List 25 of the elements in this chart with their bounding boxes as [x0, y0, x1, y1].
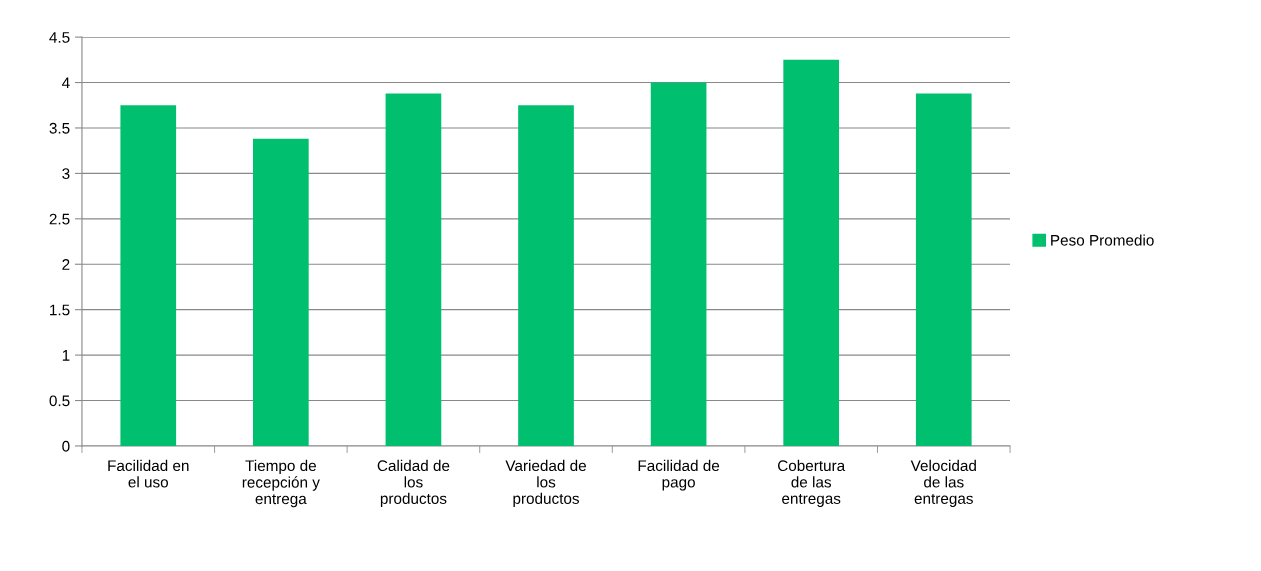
- y-tick-label: 3.5: [49, 122, 70, 134]
- x-tick-label: Calidad de los productos: [377, 459, 450, 507]
- x-tick-label: Tiempo de recepción y entrega: [242, 459, 320, 508]
- y-tick-label: 4: [62, 77, 70, 89]
- bar: [915, 93, 972, 446]
- bar: [253, 138, 309, 446]
- y-tick-label: 0: [62, 440, 70, 452]
- bar: [385, 93, 442, 446]
- bar: [783, 59, 840, 446]
- y-tick-label: 0.5: [49, 395, 70, 407]
- x-tick-label: Facilidad de pago: [638, 459, 720, 491]
- bar: [518, 105, 574, 446]
- y-tick-label: 1: [62, 350, 70, 361]
- bar: [120, 105, 177, 446]
- y-tick-label: 3: [62, 168, 70, 180]
- x-tick-label: Velocidad de las entregas: [910, 459, 976, 507]
- y-tick-label: 2.5: [49, 213, 70, 225]
- y-tick-label: 2: [62, 259, 70, 270]
- y-tick-label: 4.5: [49, 32, 70, 43]
- x-tick-label: Variedad de los productos: [505, 459, 586, 507]
- legend-label: Peso Promedio: [1051, 234, 1154, 246]
- bar: [650, 82, 707, 446]
- x-tick-label: Cobertura de las entregas: [777, 459, 846, 507]
- x-tick-label: Facilidad en el uso: [108, 459, 189, 488]
- y-tick-label: 1.5: [50, 304, 70, 316]
